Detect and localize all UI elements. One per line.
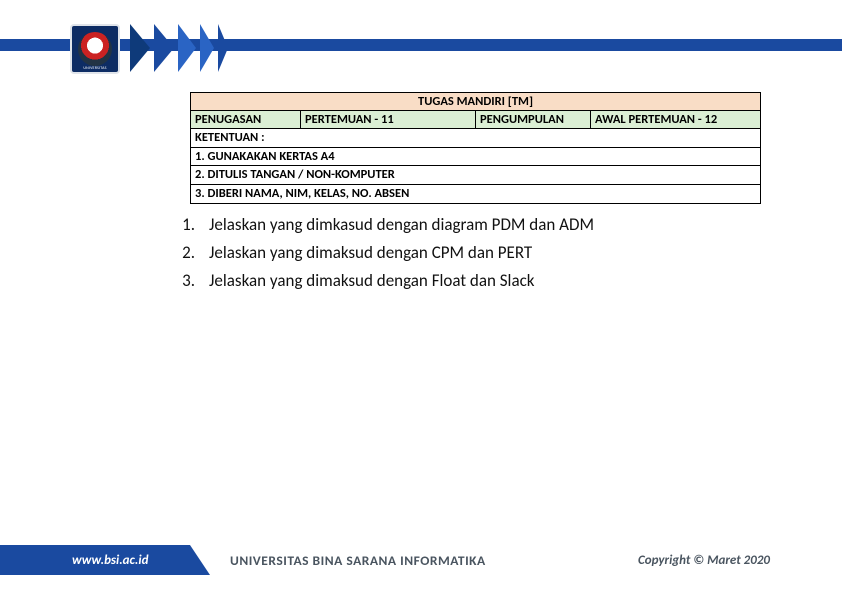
col-awal-label: AWAL PERTEMUAN - 12 [591,111,761,129]
footer-bar: www.bsi.ac.id UNIVERSITAS BINA SARANA IN… [0,545,842,575]
question-text: Jelaskan yang dimkasud dengan diagram PD… [209,214,755,237]
assignment-table-wrap: TUGAS MANDIRI [TM] PENUGASAN PERTEMUAN -… [190,92,760,204]
footer-url-box: www.bsi.ac.id [0,545,210,575]
university-logo: UNIVERSITAS [70,24,120,74]
chevron-icon [154,24,174,72]
table-rule-row: 2. DITULIS TANGAN / NON-KOMPUTER [191,166,761,185]
question-text: Jelaskan yang dimaksud dengan Float dan … [209,270,755,293]
question-number: 2. [175,242,209,265]
table-rule-row: 1. GUNAKAKAN KERTAS A4 [191,147,761,166]
question-list: 1.Jelaskan yang dimkasud dengan diagram … [175,214,755,298]
assignment-table: TUGAS MANDIRI [TM] PENUGASAN PERTEMUAN -… [190,92,761,204]
logo-caption: UNIVERSITAS [72,66,118,71]
header-chevrons [130,24,228,72]
footer-url: www.bsi.ac.id [72,553,148,568]
question-number: 1. [175,214,209,237]
col-penugasan-label: PENUGASAN [191,111,301,129]
col-pengumpulan-label: PENGUMPULAN [476,111,591,129]
question-text: Jelaskan yang dimaksud dengan CPM dan PE… [209,242,755,265]
chevron-icon [178,24,196,72]
header-stripe [0,39,842,51]
table-title-row: TUGAS MANDIRI [TM] [191,93,761,111]
table-rule-cell: 1. GUNAKAKAN KERTAS A4 [191,147,761,166]
table-rule-row: KETENTUAN : [191,129,761,148]
question-number: 3. [175,270,209,293]
table-rule-cell: 2. DITULIS TANGAN / NON-KOMPUTER [191,166,761,185]
table-title: TUGAS MANDIRI [TM] [191,93,761,111]
table-rule-cell: KETENTUAN : [191,129,761,148]
question-item: 2.Jelaskan yang dimaksud dengan CPM dan … [175,242,755,265]
logo-icon [78,32,112,66]
chevron-icon [218,24,228,72]
table-rule-cell: 3. DIBERI NAMA, NIM, KELAS, NO. ABSEN [191,184,761,203]
chevron-icon [200,24,214,72]
table-header-row: PENUGASAN PERTEMUAN - 11 PENGUMPULAN AWA… [191,111,761,129]
header-bar: UNIVERSITAS [0,24,842,72]
col-pertemuan-label: PERTEMUAN - 11 [301,111,476,129]
slide-page: UNIVERSITAS TUGAS MANDIRI [TM] PENUGASAN… [0,0,842,595]
question-item: 1.Jelaskan yang dimkasud dengan diagram … [175,214,755,237]
table-rule-row: 3. DIBERI NAMA, NIM, KELAS, NO. ABSEN [191,184,761,203]
chevron-icon [130,24,150,72]
footer-university: UNIVERSITAS BINA SARANA INFORMATIKA [230,545,486,575]
question-item: 3.Jelaskan yang dimaksud dengan Float da… [175,270,755,293]
footer-copyright: Copyright © Maret 2020 [638,545,770,575]
